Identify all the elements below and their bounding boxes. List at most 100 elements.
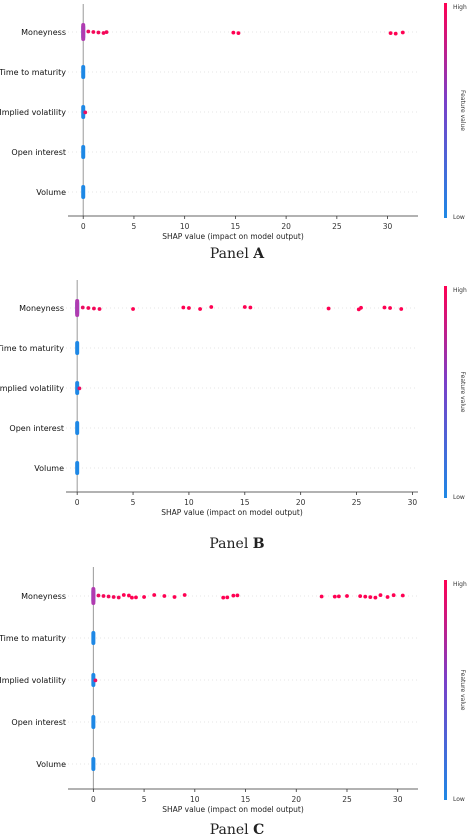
shap-point: [332, 594, 337, 599]
feature-label: Implied volatility: [0, 676, 66, 685]
cluster-low: [75, 381, 80, 395]
shap-point: [391, 593, 396, 598]
panel-a: 0 5 10 15 20 25 30 SHAP value (impact on model …: [0, 0, 474, 275]
cluster-low: [81, 105, 86, 119]
colorbar-low-label: Low: [453, 214, 465, 221]
shap-point: [225, 595, 230, 600]
x-tick-label: 0: [91, 795, 96, 804]
feature-label: Volume: [34, 464, 64, 473]
shap-point: [126, 593, 131, 598]
x-tick-label: 5: [131, 498, 136, 507]
shap-point: [236, 31, 241, 35]
cluster-low: [81, 185, 86, 199]
colorbar-high-label: High: [453, 287, 467, 294]
x-tick-label: 10: [190, 795, 200, 804]
colorbar-low-label: Low: [453, 494, 465, 501]
shap-point: [368, 595, 373, 599]
colorbar: [444, 3, 447, 218]
shap-point: [248, 305, 253, 310]
shap-point: [96, 593, 101, 598]
cluster-mixed: [91, 587, 96, 605]
shap-point: [131, 307, 135, 311]
shap-point: [399, 307, 404, 311]
shap-point: [101, 594, 106, 598]
shap-point: [172, 595, 177, 599]
shap-point: [152, 593, 157, 597]
x-tick-label: 30: [383, 222, 393, 231]
shap-point: [345, 594, 349, 598]
shap-point: [181, 305, 186, 310]
colorbar-low-label: Low: [453, 796, 465, 803]
x-tick-label: 20: [291, 795, 301, 804]
x-tick-label: 20: [296, 498, 306, 507]
shap-summary-plot: 0 5 10 15 20 25 30 SHAP value (impact on model …: [0, 280, 467, 517]
cluster-mixed: [81, 23, 86, 41]
shap-point: [77, 386, 82, 391]
x-axis-label: SHAP value (impact on model output): [162, 232, 304, 241]
x-tick-label: 0: [81, 222, 86, 231]
feature-label: Volume: [36, 188, 66, 197]
cluster-mixed: [75, 299, 80, 317]
shap-point: [400, 30, 405, 35]
x-tick-label: 25: [332, 222, 342, 231]
cluster-low: [91, 715, 96, 729]
x-tick-label: 25: [352, 498, 362, 507]
x-tick-label: 15: [240, 498, 250, 507]
shap-point: [336, 594, 341, 599]
shap-point: [319, 594, 324, 599]
feature-label: Volume: [36, 760, 66, 769]
x-tick-label: 15: [241, 795, 251, 804]
colorbar-high-label: High: [453, 581, 467, 588]
shap-point: [104, 30, 109, 34]
x-tick-label: 30: [393, 795, 403, 804]
shap-point: [97, 307, 102, 311]
shap-point: [235, 593, 240, 598]
panel-caption: Panel B: [0, 536, 474, 552]
feature-label: Moneyness: [21, 28, 66, 37]
shap-point: [92, 306, 96, 311]
shap-point: [116, 595, 121, 600]
panel-caption-letter: C: [253, 822, 265, 838]
shap-point: [130, 595, 134, 600]
shap-point: [378, 593, 383, 597]
cluster-low: [81, 145, 86, 159]
x-axis-label: SHAP value (impact on model output): [162, 805, 304, 814]
shap-point: [86, 29, 91, 34]
feature-label: Time to maturity: [0, 344, 64, 353]
cluster-low: [75, 341, 80, 355]
x-tick-label: 25: [342, 795, 352, 804]
cluster-low: [75, 421, 80, 435]
x-tick-label: 5: [142, 795, 147, 804]
feature-label: Moneyness: [19, 304, 64, 313]
shap-point: [393, 31, 398, 36]
feature-label: Time to maturity: [0, 68, 66, 77]
panel-caption-text: Panel: [209, 536, 253, 552]
feature-label: Implied volatility: [0, 384, 64, 393]
x-tick-label: 15: [231, 222, 241, 231]
panel-caption-text: Panel: [209, 246, 254, 262]
shap-point: [80, 305, 85, 310]
x-tick-label: 20: [281, 222, 291, 231]
feature-label: Moneyness: [21, 592, 66, 601]
shap-point: [388, 306, 392, 310]
shap-point: [198, 307, 202, 311]
shap-point: [388, 31, 393, 35]
colorbar-label: Feature value: [459, 372, 466, 413]
x-tick-label: 0: [75, 498, 80, 507]
cluster-low: [81, 65, 86, 79]
x-tick-label: 10: [184, 498, 194, 507]
shap-point: [242, 305, 247, 309]
shap-point: [86, 306, 91, 310]
colorbar-label: Feature value: [459, 670, 466, 711]
feature-label: Open interest: [11, 148, 66, 157]
shap-point: [83, 110, 88, 115]
shap-point: [231, 593, 236, 598]
shap-point: [231, 30, 236, 35]
feature-label: Open interest: [11, 718, 66, 727]
cluster-low: [75, 461, 80, 475]
cluster-low: [91, 757, 96, 771]
shap-point: [400, 593, 405, 598]
shap-summary-plot: 0 5 10 15 20 25 30 SHAP value (impact on model …: [0, 3, 467, 241]
x-tick-label: 10: [180, 222, 190, 231]
colorbar-label: Feature value: [459, 90, 466, 131]
